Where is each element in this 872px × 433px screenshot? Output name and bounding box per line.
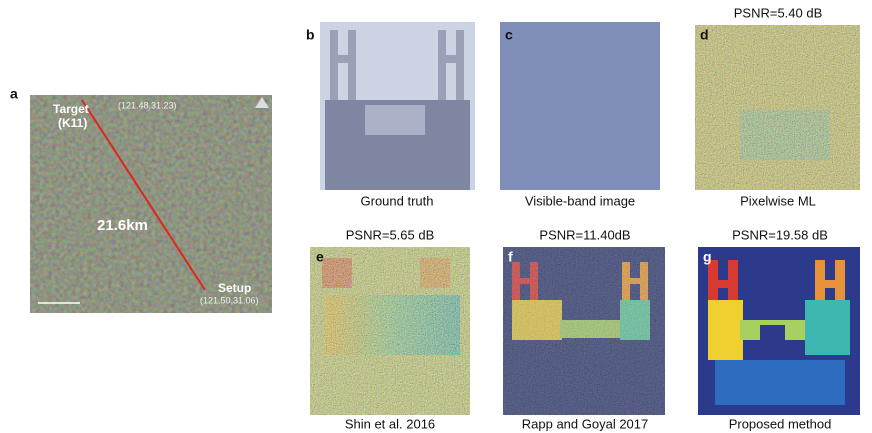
psnr-title: PSNR=5.40 dB [734,5,823,20]
panel-label: d [700,27,709,43]
caption: Ground truth [361,193,434,208]
psnr-title: PSNR=19.58 dB [732,227,828,242]
panel-f: PSNR=11.40dB f Rapp and Goyal 2017 [503,227,665,431]
panel-label: b [306,27,315,43]
panel-g: PSNR=19.58 dB g Proposed method [698,227,860,431]
caption: Rapp and Goyal 2017 [522,416,648,431]
panel-label: g [703,249,712,265]
panel-d: PSNR=5.40 dB d Pixelwise ML [695,5,860,208]
panel-label: c [505,27,513,43]
setup-coords: (121.50,31.06) [200,295,259,305]
image [500,22,660,190]
psnr-title: PSNR=11.40dB [539,227,630,242]
distance: 21.6km [97,217,148,234]
setup-label: Setup [218,281,251,295]
target-label: Target [53,102,89,116]
panel-c: c Visible-band image [500,22,660,208]
target-coords: (121.48,31.23) [118,100,177,110]
figure: a Target (K11) (121.48,31.23) 21.6km Set… [0,0,872,433]
target-name: (K11) [58,116,87,130]
caption: Shin et al. 2016 [345,416,435,431]
caption: Proposed method [729,416,832,431]
panel-a: a Target (K11) (121.48,31.23) 21.6km Set… [10,86,272,313]
panel-label: e [316,249,324,265]
caption: Pixelwise ML [740,193,816,208]
panel-label: f [508,249,513,265]
panel-b: b Ground truth [306,22,475,208]
caption: Visible-band image [525,193,635,208]
psnr-title: PSNR=5.65 dB [346,227,435,242]
panel-e: PSNR=5.65 dB e Shin et al. 2016 [310,227,470,431]
panel-label: a [10,86,18,102]
